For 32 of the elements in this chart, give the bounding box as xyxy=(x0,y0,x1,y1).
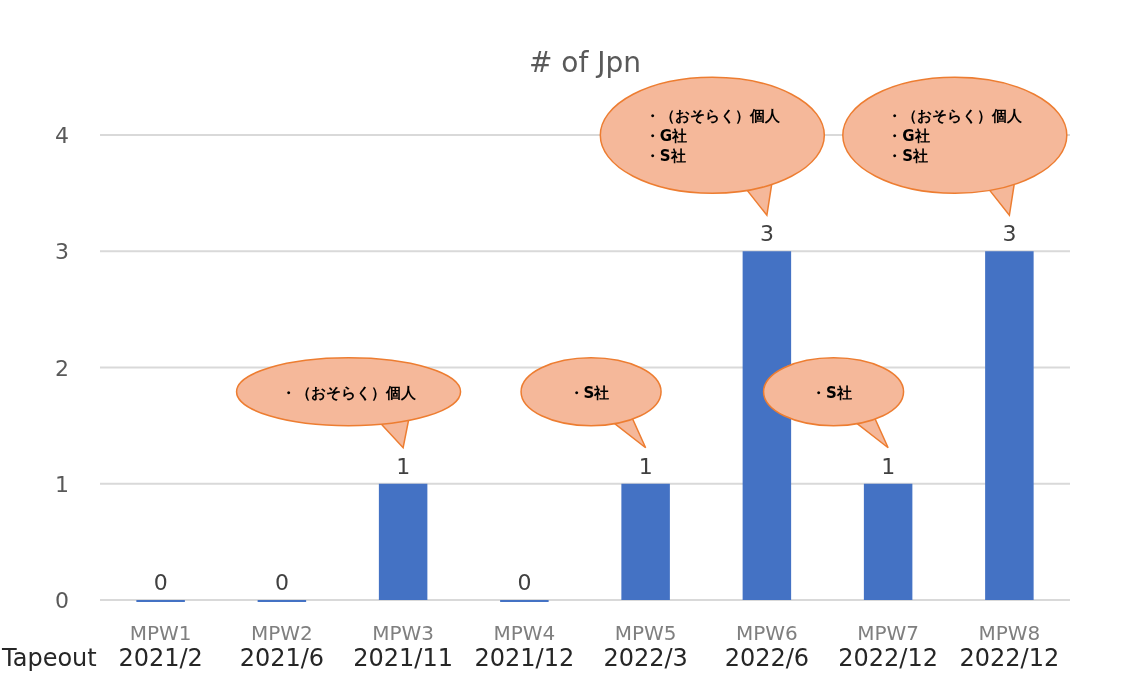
data-label: 3 xyxy=(759,221,774,247)
y-tick-label: 1 xyxy=(55,471,69,497)
annotation: ・（おそらく）個人・G社・S社 xyxy=(644,107,781,166)
x-tick-label: MPW6 2022/6 xyxy=(724,621,810,672)
data-label: 1 xyxy=(396,453,411,479)
bar xyxy=(863,483,913,600)
y-tick-label: 4 xyxy=(55,123,69,148)
bar xyxy=(378,483,428,600)
annotation: ・（おそらく）個人 xyxy=(281,383,418,402)
x-tick-label: MPW4 2021/12 xyxy=(474,621,575,672)
data-label: 3 xyxy=(1002,221,1017,247)
data-label: 0 xyxy=(153,570,168,595)
x-tick-label: MPW5 2022/3 xyxy=(603,621,688,672)
data-label: 1 xyxy=(638,453,653,479)
bar xyxy=(621,483,670,600)
y-tick-label: 2 xyxy=(55,355,69,381)
annotation: ・S社 xyxy=(811,383,852,402)
x-tick-label: MPW7 2022/12 xyxy=(838,621,938,672)
bar xyxy=(985,251,1034,600)
x-tick-label: MPW1 2021/2 xyxy=(118,621,203,672)
data-label: 1 xyxy=(881,453,896,479)
y-tick-label: 3 xyxy=(55,239,69,265)
annotation: ・（おそらく）個人・G社・S社 xyxy=(887,107,1024,166)
text: Tapeout xyxy=(1,644,97,672)
x-tick-label: MPW2 2021/6 xyxy=(239,621,325,672)
x-tick-label: MPW8 2022/12 xyxy=(959,621,1060,672)
annotation: ・S社 xyxy=(568,383,610,402)
x-tick-label: MPW3 2021/11 xyxy=(353,621,453,672)
data-label: 0 xyxy=(274,570,289,595)
y-tick-label: 0 xyxy=(55,588,69,613)
chart-title: # of Jpn xyxy=(528,46,642,79)
data-label: 0 xyxy=(517,570,532,595)
